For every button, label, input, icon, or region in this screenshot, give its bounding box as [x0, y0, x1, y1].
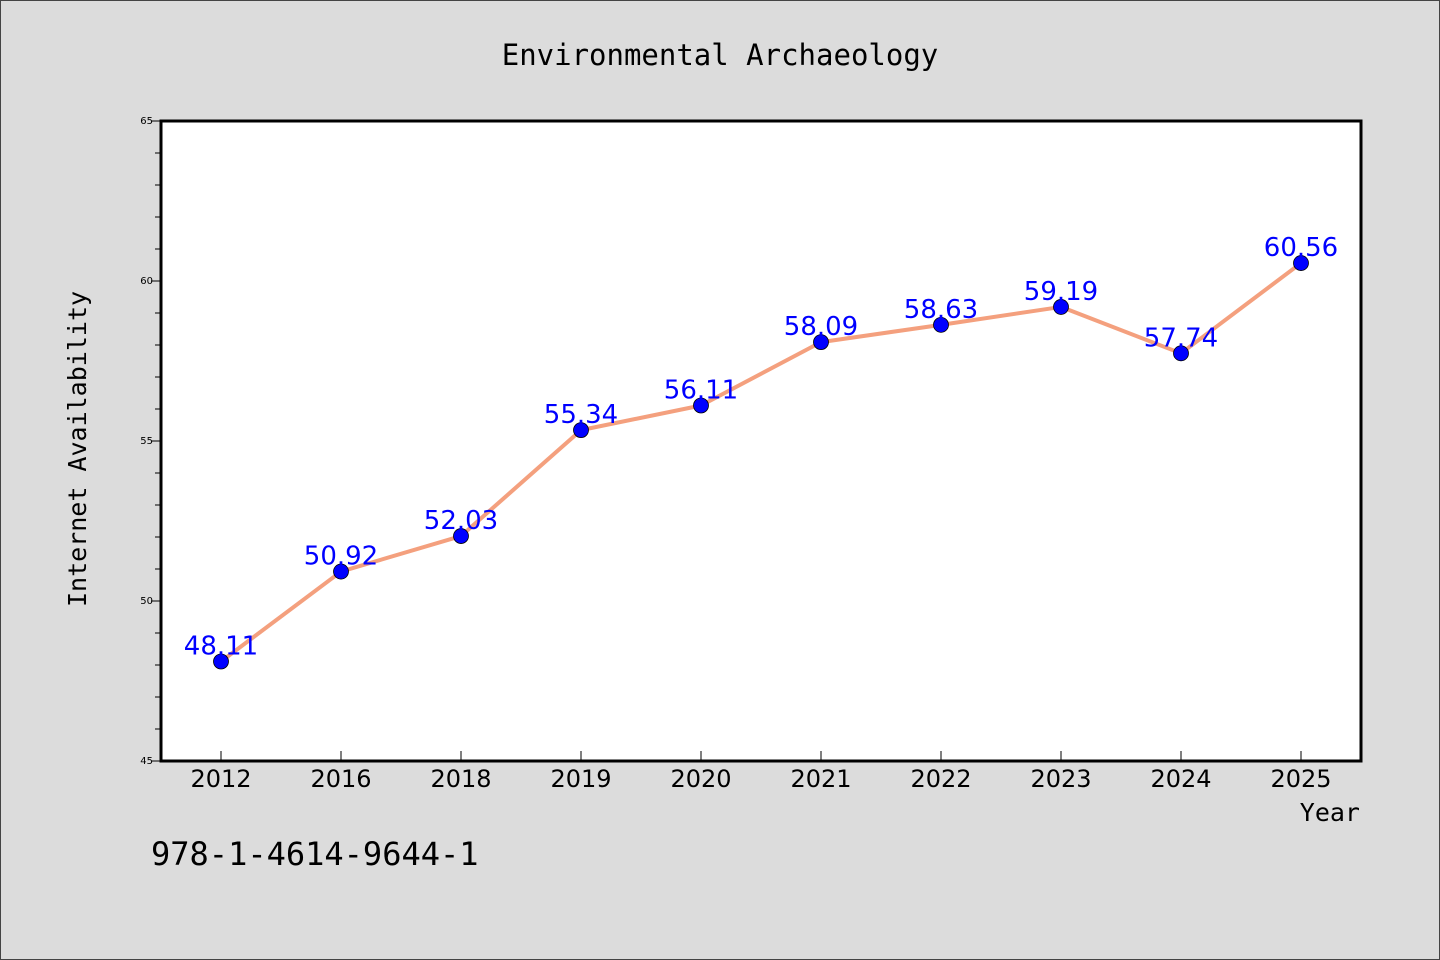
data-point — [813, 334, 829, 351]
data-label: 58.09 — [784, 312, 858, 342]
data-point — [1293, 255, 1309, 271]
y-tick-label: 60 — [140, 276, 153, 287]
y-tick-label: 50 — [140, 596, 153, 607]
x-tick-label: 2022 — [910, 765, 971, 793]
data-label: 57.74 — [1144, 323, 1218, 353]
y-tick-label: 45 — [140, 756, 153, 767]
data-point — [1173, 345, 1189, 362]
data-point — [453, 528, 469, 544]
x-tick-label: 2023 — [1030, 765, 1091, 793]
data-label: 56.11 — [664, 375, 738, 405]
data-point — [933, 316, 949, 333]
data-point — [213, 653, 229, 670]
x-tick-label: 2016 — [310, 765, 371, 793]
data-label: 60.56 — [1264, 233, 1338, 263]
data-point — [693, 397, 709, 414]
data-label: 48.11 — [184, 631, 258, 661]
data-label: 55.34 — [544, 400, 618, 430]
x-tick-label: 2021 — [790, 765, 851, 793]
x-tick-label: 2019 — [550, 765, 611, 793]
plot-area — [159, 119, 1363, 763]
x-tick-label: 2012 — [190, 765, 251, 793]
data-point — [333, 563, 349, 580]
data-label: 59.19 — [1024, 277, 1098, 307]
data-point — [573, 422, 589, 439]
y-axis-label: Internet Availability — [63, 291, 92, 607]
x-tick-label: 2025 — [1270, 765, 1331, 793]
data-label: 50.92 — [304, 542, 378, 572]
y-axis: 45 50 55 60 65 — [140, 116, 161, 767]
y-tick-label: 65 — [140, 116, 153, 127]
y-tick-label: 55 — [140, 436, 153, 447]
x-axis-label: Year — [1300, 798, 1360, 827]
data-label: 58.63 — [904, 295, 978, 325]
isbn-footer: 978-1-4614-9644-1 — [151, 835, 479, 873]
chart-title: Environmental Archaeology — [502, 38, 939, 72]
x-tick-label: 2018 — [430, 765, 491, 793]
data-point — [1053, 299, 1069, 315]
series-internet-availability: 48.11 50.92 52.03 55.34 56.11 58.09 58.63 59.19… — [184, 233, 1338, 670]
x-tick-label: 2024 — [1150, 765, 1211, 793]
x-tick-label: 2020 — [670, 765, 731, 793]
series-line — [219, 261, 1303, 664]
x-axis: 2012 2016 2018 2019 2020 2021 2022 2023 2024 2025 — [190, 751, 1332, 793]
data-label: 52.03 — [424, 506, 498, 536]
